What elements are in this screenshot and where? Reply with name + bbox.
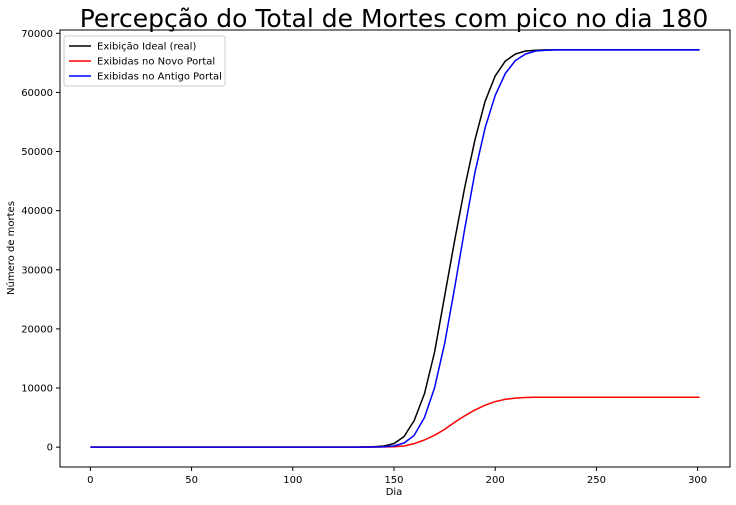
series-line-2 xyxy=(90,396,700,448)
y-tick-label: 0 xyxy=(47,443,53,454)
series-lines xyxy=(90,49,700,448)
legend: Exibição Ideal (real) Exibidas no Novo Po… xyxy=(63,35,226,87)
x-tick-label: 0 xyxy=(87,475,93,486)
chart-title: Percepção do Total de Mortes com pico no… xyxy=(80,4,709,33)
x-tick-label: 50 xyxy=(185,475,198,486)
y-tick-label: 10000 xyxy=(21,384,53,395)
y-axis-label: Número de mortes xyxy=(5,201,17,295)
x-axis: 0 50 100 150 200 250 300 xyxy=(87,467,707,486)
legend-label-3: Exibidas no Antigo Portal xyxy=(97,72,222,83)
x-tick-label: 250 xyxy=(587,475,606,486)
y-tick-label: 70000 xyxy=(21,29,53,40)
y-axis: 0 10000 20000 30000 40000 50000 60000 70000 xyxy=(21,29,60,454)
legend-box xyxy=(63,35,226,87)
y-tick-label: 60000 xyxy=(21,88,53,99)
plot-frame xyxy=(59,29,731,468)
x-tick-label: 200 xyxy=(486,475,505,486)
y-tick-label: 50000 xyxy=(21,147,53,158)
x-tick-label: 300 xyxy=(688,475,707,486)
y-tick-label: 30000 xyxy=(21,265,53,276)
series-line-1 xyxy=(90,49,700,448)
x-axis-label: Dia xyxy=(386,487,403,498)
x-tick-label: 150 xyxy=(384,475,403,486)
y-tick-label: 40000 xyxy=(21,206,53,217)
x-tick-label: 100 xyxy=(283,475,302,486)
y-tick-label: 20000 xyxy=(21,324,53,335)
legend-label-1: Exibição Ideal (real) xyxy=(97,42,196,53)
series-line-3 xyxy=(90,49,700,448)
legend-label-2: Exibidas no Novo Portal xyxy=(97,57,215,68)
